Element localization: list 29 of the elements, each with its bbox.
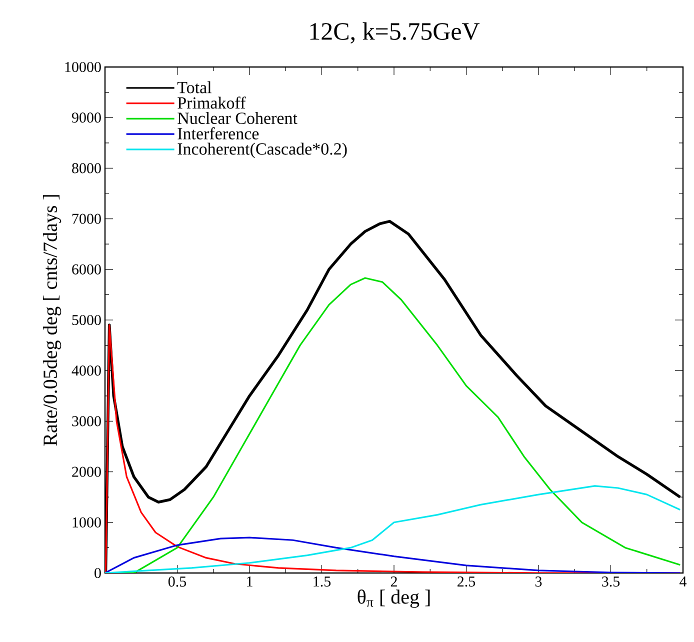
- y-tick-label: 7000: [72, 214, 101, 224]
- y-tick-label: 9000: [72, 112, 101, 123]
- y-tick-label: 6000: [72, 264, 101, 274]
- y-tick-label: 3000: [72, 416, 101, 426]
- x-tick-label: 1: [247, 576, 252, 586]
- legend-label: Total: [177, 81, 212, 94]
- y-axis-title: Rate/0.05deg deg [ cnts/7days ]: [42, 195, 62, 446]
- x-tick-label: 2.5: [458, 576, 476, 587]
- legend-label: Interference: [178, 127, 259, 140]
- y-tick-label: 5000: [72, 314, 101, 326]
- legend-label: Incoherent(Cascade*0.2): [178, 142, 347, 158]
- y-tick-label: 2000: [72, 466, 101, 477]
- x-tick-label: 3: [535, 576, 542, 587]
- y-tick-label: 4000: [72, 366, 101, 376]
- chart-title: 12C, k=5.75GeV: [310, 22, 480, 44]
- x-axis-title: θ$_{π}$ [ deg ]: [358, 590, 430, 608]
- x-tick-label: 3.5: [602, 576, 620, 587]
- y-tick-label: 10000: [65, 62, 101, 72]
- line-series: [105, 485, 681, 573]
- line-series: [105, 536, 681, 573]
- x-tick-label: 1.5: [314, 576, 331, 587]
- legend-label: Nuclear Coherent: [178, 112, 298, 124]
- legend-label: Primakoff: [178, 96, 246, 109]
- x-tick-label: 2: [390, 576, 397, 586]
- y-tick-label: 1000: [72, 517, 101, 528]
- y-tick-label: 0: [94, 568, 101, 578]
- x-tick-label: 0.5: [168, 576, 186, 587]
- x-tick-label: 4: [680, 576, 687, 586]
- y-tick-label: 8000: [72, 163, 101, 174]
